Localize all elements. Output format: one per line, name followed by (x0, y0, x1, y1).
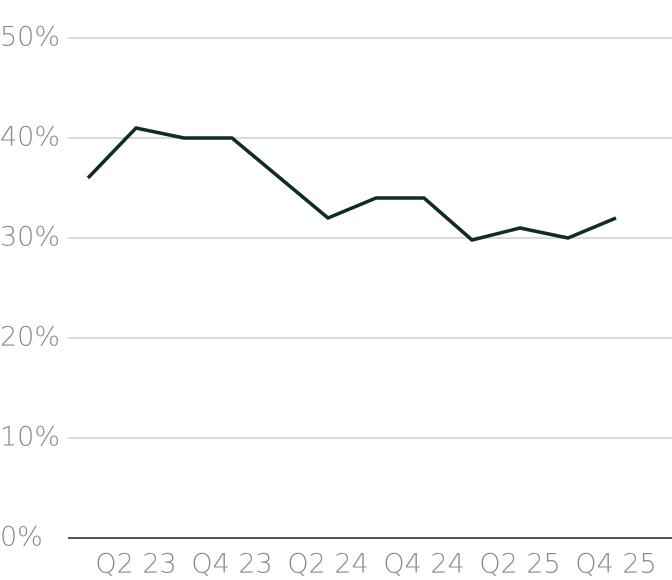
data-line (86, 126, 617, 242)
x-tick-label: Q2 25 (479, 549, 560, 580)
x-tick-label: Q4 24 (383, 549, 464, 580)
x-tick-label: Q4 23 (191, 549, 272, 580)
y-tick-label: 10% (0, 422, 60, 453)
y-tick-label: 40% (0, 122, 60, 153)
y-tick-label: 30% (0, 222, 60, 253)
x-tick-label: Q2 23 (95, 549, 176, 580)
x-tick-label: Q2 24 (287, 549, 368, 580)
y-tick-label: 0% (0, 522, 43, 553)
y-tick-label: 20% (0, 322, 60, 353)
y-tick-label: 50% (0, 22, 60, 53)
x-tick-label: Q4 25 (575, 549, 656, 580)
